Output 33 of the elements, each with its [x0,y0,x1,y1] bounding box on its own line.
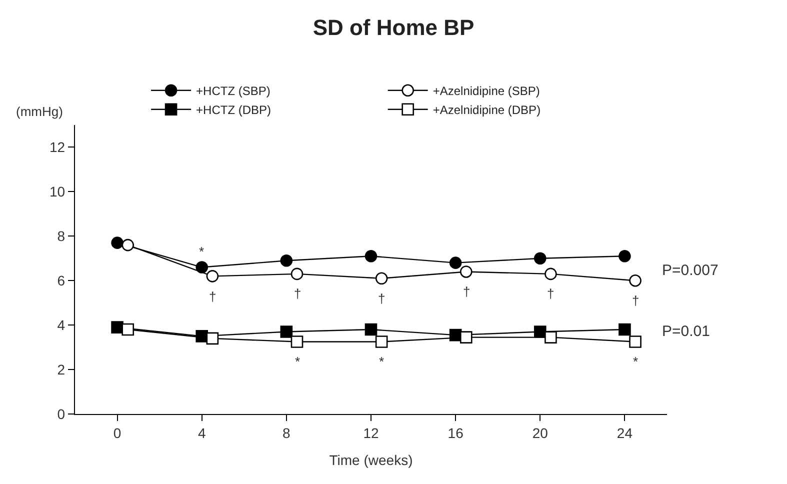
y-tick-label: 6 [57,272,66,289]
y-tick-label: 4 [57,316,66,333]
x-tick-label: 24 [616,424,633,441]
y-tick-label: 10 [50,184,66,200]
annotation: * [199,244,204,259]
x-axis-title: Time (weeks) [329,452,413,468]
legend-label: +HCTZ (DBP) [196,103,272,118]
x-tick-label: 0 [113,424,122,441]
annotation: † [294,286,302,301]
annotation: † [547,286,554,301]
x-tick-label: 16 [448,424,464,441]
annotation: † [463,284,470,299]
x-tick-label: 12 [363,424,379,441]
annotation: † [632,293,640,308]
legend-label: +HCTZ (SBP) [196,84,270,98]
annotation: P=0.007 [662,262,718,279]
y-tick-label: 0 [57,406,66,422]
annotation: * [295,354,300,369]
y-tick-label: 2 [57,361,66,378]
annotation: † [378,291,386,306]
annotation: P=0.01 [662,323,710,340]
annotation: † [209,289,216,304]
y-tick-label: 8 [57,228,66,244]
chart-title: SD of Home BP [312,14,474,40]
annotation: * [379,354,384,369]
legend-label: +Azelnidipine (DBP) [432,103,541,118]
x-tick-label: 20 [532,424,548,441]
y-axis-title: (mmHg) [16,104,63,119]
legend-label: +Azelnidipine (SBP) [432,84,540,98]
annotation: * [633,354,638,369]
x-tick-label: 8 [282,424,291,441]
y-tick-label: 12 [50,139,66,156]
x-tick-label: 4 [198,424,206,441]
